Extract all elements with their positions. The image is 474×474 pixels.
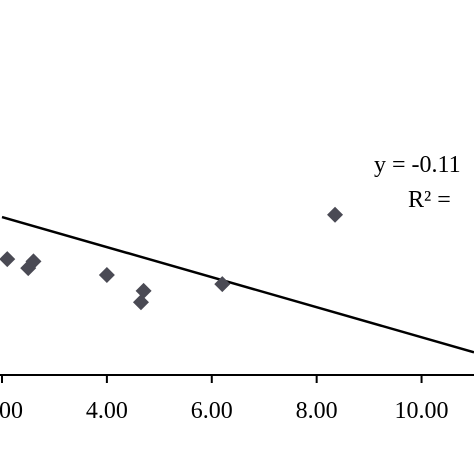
x-tick-label: 10.00 [395,398,449,424]
data-point-marker [25,253,42,270]
tick-labels-layer: 2.00 4.00 6.00 8.00 10.00 [0,398,449,424]
x-tick-label: 8.00 [296,398,338,424]
trendline [1,215,474,354]
markers-layer [0,206,344,311]
x-tick-label: 6.00 [191,398,233,424]
data-point-marker [132,294,149,311]
data-point-marker [98,267,115,283]
data-point-marker [214,276,231,293]
data-point-marker [0,251,16,268]
data-point-marker [327,206,344,223]
x-tick-label: 2.00 [0,398,23,424]
r-squared-label: R² = [408,187,451,213]
data-point-marker [135,282,152,299]
trendline-layer [1,215,474,354]
x-tick-label: 4.00 [86,398,128,424]
axes [0,374,474,383]
trendline-equation: y = -0.11 [374,152,461,178]
